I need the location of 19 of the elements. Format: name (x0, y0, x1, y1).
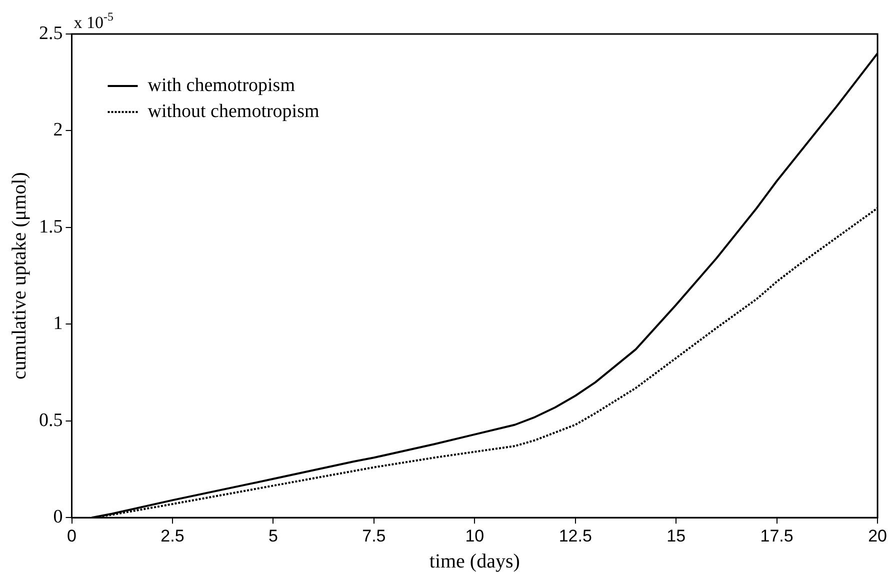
x-tick-label: 12.5 (558, 526, 592, 546)
x-tick-label: 17.5 (760, 526, 794, 546)
x-tick-label: 2.5 (160, 526, 184, 546)
x-tick-label: 7.5 (362, 526, 386, 546)
y-tick-label: 0 (53, 506, 63, 528)
x-tick-label: 15 (666, 526, 686, 546)
legend-label: without chemotropism (148, 100, 320, 122)
legend-label: with chemotropism (148, 74, 296, 96)
x-tick-label: 10 (465, 526, 484, 546)
y-tick-label: 1 (53, 313, 63, 334)
x-tick-label: 5 (268, 526, 278, 546)
y-tick-label: 2.5 (39, 22, 63, 44)
y-tick-label: 0.5 (39, 410, 63, 431)
y-axis-title: cumulative uptake (μmol) (8, 172, 30, 380)
x-tick-label: 0 (67, 526, 76, 546)
x-tick-label: 20 (868, 526, 888, 546)
y-tick-label: 1.5 (39, 216, 63, 238)
y-tick-label: 2 (53, 120, 63, 141)
x-axis-title: time (days) (429, 550, 520, 572)
